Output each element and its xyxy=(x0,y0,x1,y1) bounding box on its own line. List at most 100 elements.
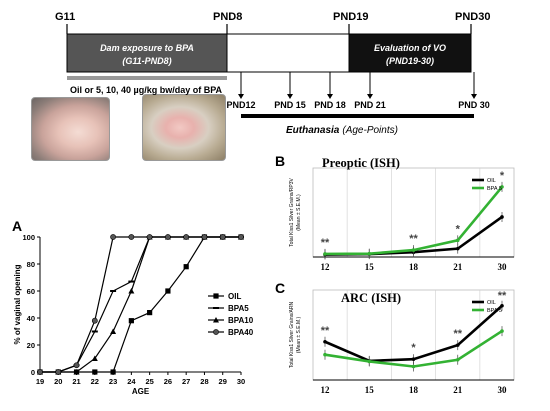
chart-b-title: Preoptic (ISH) xyxy=(322,156,400,170)
euthanasia-label: Euthanasia (Age-Points) xyxy=(286,125,398,136)
chart-c-x-tick-label: 18 xyxy=(409,385,419,395)
label-pnd30: PND30 xyxy=(455,11,490,23)
chart-a-point xyxy=(146,234,153,240)
chart-a-x-label: AGE xyxy=(132,387,150,396)
euthanasia-suffix: (Age-Points) xyxy=(342,125,398,136)
chart-c-title: ARC (ISH) xyxy=(341,291,401,305)
chart-c-significance-mark: ** xyxy=(321,325,330,337)
chart-c-significance-mark: ** xyxy=(453,328,462,340)
chart-a-point xyxy=(91,355,98,361)
pnd-arrow-head xyxy=(327,94,333,99)
chart-a-point xyxy=(183,234,190,240)
gap-bar xyxy=(226,33,350,73)
chart-a-series-bpa10 xyxy=(37,234,244,375)
chart-a-y-tick-label: 20 xyxy=(27,341,35,350)
chart-a-x-tick-label: 22 xyxy=(91,377,99,386)
chart-c-point xyxy=(411,364,416,369)
chart-b-point xyxy=(323,252,327,256)
chart-a-legend-marker xyxy=(213,329,219,335)
pnd-point-label: PND 30 xyxy=(458,100,490,110)
chart-c-arc: ARC (ISH) Total Kiss1 Silver Grains/ARN (M… xyxy=(289,289,515,395)
chart-a-point xyxy=(183,264,189,270)
chart-a-legend-label: BPA10 xyxy=(228,316,254,325)
chart-c-point xyxy=(323,339,327,344)
chart-c-point xyxy=(367,359,372,364)
chart-a-x-tick-label: 30 xyxy=(237,377,245,386)
chart-a-point xyxy=(128,234,135,240)
chart-c-legend-label: BPA 5 xyxy=(487,308,502,314)
chart-a-point xyxy=(37,369,43,375)
dose-underline xyxy=(67,76,227,80)
chart-b-x-tick-label: 18 xyxy=(409,262,419,272)
exposure-text-2: (G11-PND8) xyxy=(122,56,171,66)
vo-text-1: Evaluation of VO xyxy=(374,43,446,53)
chart-b-point xyxy=(367,251,372,256)
chart-a-point xyxy=(128,288,135,294)
pnd-arrow-head xyxy=(367,94,373,99)
chart-a-point xyxy=(165,234,171,240)
chart-a-series-oil xyxy=(37,234,244,375)
chart-c-x-tick-label: 12 xyxy=(321,385,331,395)
vo-bar xyxy=(348,33,472,73)
chart-a-series-bpa40 xyxy=(37,234,244,375)
pnd-point-label: PND 18 xyxy=(314,100,346,110)
panel-letter-c: C xyxy=(275,280,285,296)
chart-c-point xyxy=(323,352,327,357)
chart-a-legend-label: BPA40 xyxy=(228,328,254,337)
chart-a-x-tick-label: 20 xyxy=(54,377,62,386)
pnd-arrow-head xyxy=(471,94,477,99)
pnd-point-label: PND12 xyxy=(226,100,255,110)
chart-b-significance-mark: ** xyxy=(409,233,418,245)
chart-a-legend-marker xyxy=(213,317,219,323)
chart-b-significance-mark: ** xyxy=(321,237,330,249)
chart-a-line-bpa40 xyxy=(40,236,241,373)
pnd-point-label: PND 21 xyxy=(354,100,386,110)
chart-a-point xyxy=(110,369,116,375)
chart-a-point xyxy=(91,317,98,324)
chart-c-y-label-sub: (Mean ± S.E.M.) xyxy=(296,316,302,353)
chart-b-significance-mark: * xyxy=(456,223,461,235)
chart-c-series-bpa-5 xyxy=(323,326,504,372)
chart-a-point xyxy=(128,280,135,283)
chart-a-point xyxy=(147,310,153,316)
chart-a-point xyxy=(165,288,171,294)
chart-a-y-tick-label: 40 xyxy=(27,314,35,323)
chart-c-x-tick-label: 15 xyxy=(365,385,375,395)
chart-b-x-tick-label: 21 xyxy=(453,262,463,272)
chart-b-x-tick-label: 15 xyxy=(365,262,375,272)
chart-a-point xyxy=(73,362,80,369)
chart-a-y-label: % of vaginal opening xyxy=(13,264,22,344)
chart-a-point xyxy=(73,369,80,375)
chart-a-x-tick-label: 28 xyxy=(200,377,208,386)
chart-c-x-tick-label: 21 xyxy=(453,385,463,395)
chart-a-point xyxy=(55,369,62,375)
timeline: G11 PND8 PND19 PND30 Dam exposure to BPA… xyxy=(55,11,490,136)
chart-a-point xyxy=(110,290,117,292)
dose-text: Oil or 5, 10, 40 µg/kg bw/day of BPA xyxy=(70,85,223,95)
chart-b-point xyxy=(455,246,460,251)
chart-a-point xyxy=(110,234,116,240)
chart-c-significance-mark: * xyxy=(411,342,416,354)
chart-b-point xyxy=(411,248,416,252)
exposure-text-1: Dam exposure to BPA xyxy=(100,43,194,53)
pnd-arrows: PND12 PND 15 PND 18 PND 21 PND 30 xyxy=(226,72,490,110)
chart-c-point xyxy=(500,303,504,308)
chart-a-x-tick-label: 19 xyxy=(36,377,44,386)
chart-a-y-tick-label: 80 xyxy=(27,260,35,269)
chart-a-point xyxy=(110,328,117,334)
chart-a-point xyxy=(92,369,98,375)
chart-a-legend-marker xyxy=(213,307,219,309)
pnd-arrow-head xyxy=(238,94,244,99)
chart-a-y-tick-label: 0 xyxy=(31,368,35,377)
chart-a-legend-marker xyxy=(213,293,219,299)
chart-a-x-tick-label: 24 xyxy=(127,377,136,386)
exposure-bar xyxy=(66,33,228,73)
panel-letter-a: A xyxy=(12,218,22,234)
chart-a-line-oil xyxy=(40,236,241,373)
label-g11: G11 xyxy=(55,11,75,23)
euthanasia-main: Euthanasia xyxy=(286,125,340,136)
chart-a-x-tick-label: 26 xyxy=(164,377,172,386)
chart-a-series-bpa5 xyxy=(37,236,244,373)
chart-a-line-bpa5 xyxy=(40,236,241,373)
